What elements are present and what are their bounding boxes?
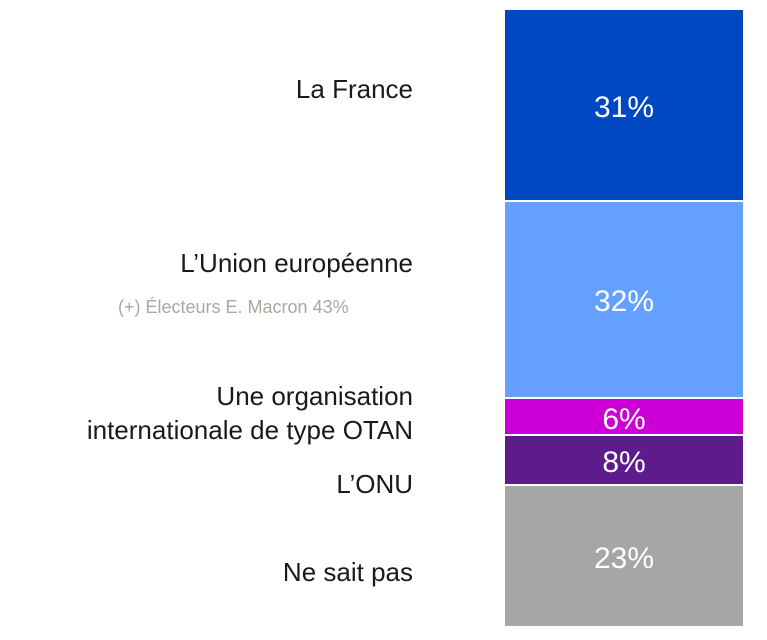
bar-segment — [505, 399, 743, 437]
data-label: 31% — [593, 90, 655, 124]
category-label: La France — [295, 73, 413, 104]
data-label: 6% — [602, 402, 646, 436]
bar-segment — [505, 485, 743, 628]
data-label: 32% — [593, 285, 655, 319]
category-label: Ne sait pas — [282, 557, 413, 588]
category-label: Une organisation internationale de type … — [86, 381, 413, 445]
category-label: L’Union européenne — [180, 248, 413, 279]
bar-segment — [505, 10, 743, 202]
bar-segment — [505, 201, 743, 400]
category-label: L’ONU — [336, 469, 413, 500]
annotation: (+) Électeurs E. Macron 43% — [118, 297, 349, 317]
data-label: 8% — [602, 446, 646, 480]
data-label: 23% — [593, 541, 655, 575]
bar-segment — [505, 436, 743, 486]
